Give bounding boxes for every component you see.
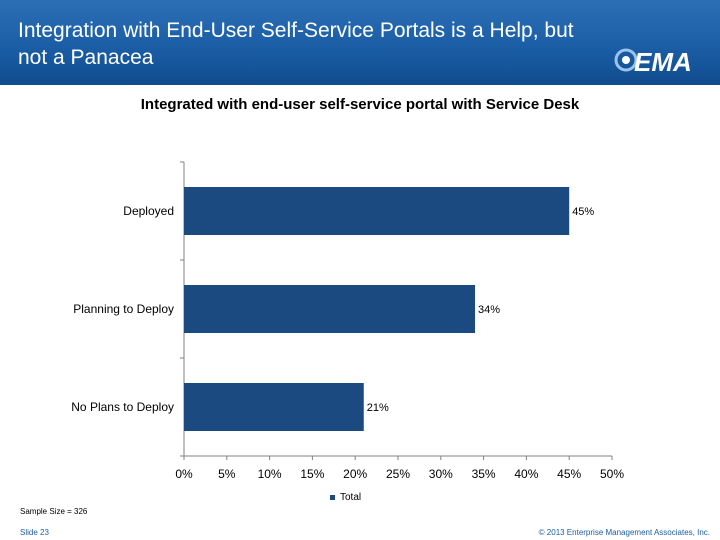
chart-title: Integrated with end-user self-service po…	[140, 96, 580, 113]
x-tick-label: 15%	[300, 467, 324, 481]
legend-label: Total	[340, 492, 362, 503]
x-tick-label: 10%	[258, 467, 282, 481]
ema-logo-text: EMA	[634, 47, 692, 76]
x-tick-label: 35%	[472, 467, 496, 481]
data-label: 45%	[572, 206, 594, 218]
category-label: Planning to Deploy	[73, 302, 174, 316]
slide-number: Slide 23	[20, 528, 49, 537]
data-label: 21%	[367, 402, 389, 414]
x-tick-label: 45%	[557, 467, 581, 481]
chart-legend: Total	[330, 492, 361, 503]
slide-header: Integration with End-User Self-Service P…	[0, 0, 720, 85]
category-label: Deployed	[123, 204, 174, 218]
ema-logo: EMA	[614, 47, 692, 76]
data-label: 34%	[478, 304, 500, 316]
x-tick-label: 5%	[218, 467, 236, 481]
x-tick-label: 40%	[514, 467, 538, 481]
bar	[184, 284, 476, 334]
bar	[184, 382, 364, 432]
legend-swatch	[330, 495, 335, 500]
category-label: No Plans to Deploy	[71, 400, 174, 414]
x-tick-label: 30%	[429, 467, 453, 481]
x-tick-label: 25%	[386, 467, 410, 481]
x-tick-label: 0%	[175, 467, 193, 481]
sample-size: Sample Size = 326	[20, 507, 88, 516]
x-tick-label: 20%	[343, 467, 367, 481]
bar	[184, 186, 570, 236]
copyright: © 2013 Enterprise Management Associates,…	[538, 528, 710, 537]
x-tick-label: 50%	[600, 467, 624, 481]
slide-title: Integration with End-User Self-Service P…	[18, 19, 574, 69]
